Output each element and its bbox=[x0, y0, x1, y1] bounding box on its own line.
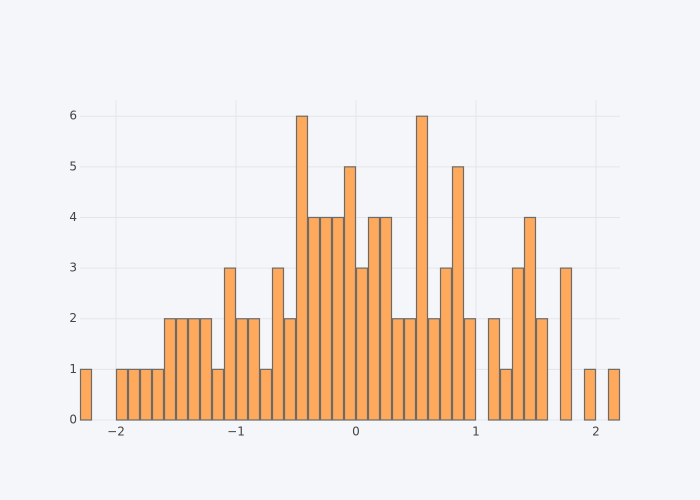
bar bbox=[415, 115, 429, 421]
bar bbox=[607, 368, 621, 421]
bar bbox=[427, 318, 441, 421]
bar bbox=[511, 267, 525, 421]
bar bbox=[259, 368, 273, 421]
bar bbox=[247, 318, 261, 421]
bar bbox=[391, 318, 405, 421]
bar bbox=[235, 318, 249, 421]
bar bbox=[439, 267, 453, 421]
bar bbox=[271, 267, 285, 421]
bar bbox=[319, 216, 333, 421]
x-tick-label: 1 bbox=[472, 425, 480, 439]
bar bbox=[127, 368, 141, 421]
y-tick-label: 5 bbox=[69, 159, 77, 173]
bar bbox=[499, 368, 513, 421]
bar bbox=[535, 318, 549, 421]
y-tick-label: 0 bbox=[69, 413, 77, 427]
y-tick-label: 3 bbox=[69, 261, 77, 275]
y-tick-label: 2 bbox=[69, 311, 77, 325]
bar bbox=[199, 318, 213, 421]
bar bbox=[223, 267, 237, 421]
bar bbox=[523, 216, 537, 421]
bar bbox=[559, 267, 573, 421]
bar bbox=[163, 318, 177, 421]
y-tick-label: 4 bbox=[69, 210, 77, 224]
x-tick-label: −1 bbox=[227, 425, 245, 439]
bar bbox=[463, 318, 477, 421]
bar bbox=[367, 216, 381, 421]
bar bbox=[139, 368, 153, 421]
bar bbox=[379, 216, 393, 421]
bar bbox=[307, 216, 321, 421]
bar bbox=[583, 368, 597, 421]
x-tick-label: 0 bbox=[352, 425, 360, 439]
bar bbox=[79, 368, 93, 421]
bar bbox=[451, 166, 465, 421]
x-tick-label: 2 bbox=[592, 425, 600, 439]
bar bbox=[487, 318, 501, 421]
bar bbox=[403, 318, 417, 421]
bar bbox=[355, 267, 369, 421]
bar bbox=[295, 115, 309, 421]
bar bbox=[187, 318, 201, 421]
y-tick-label: 1 bbox=[69, 362, 77, 376]
bar bbox=[151, 368, 165, 421]
bar bbox=[283, 318, 297, 421]
bar bbox=[343, 166, 357, 421]
bar bbox=[211, 368, 225, 421]
bar bbox=[331, 216, 345, 421]
bar bbox=[115, 368, 129, 421]
bar bbox=[175, 318, 189, 421]
y-tick-label: 6 bbox=[69, 109, 77, 123]
x-tick-label: −2 bbox=[107, 425, 125, 439]
